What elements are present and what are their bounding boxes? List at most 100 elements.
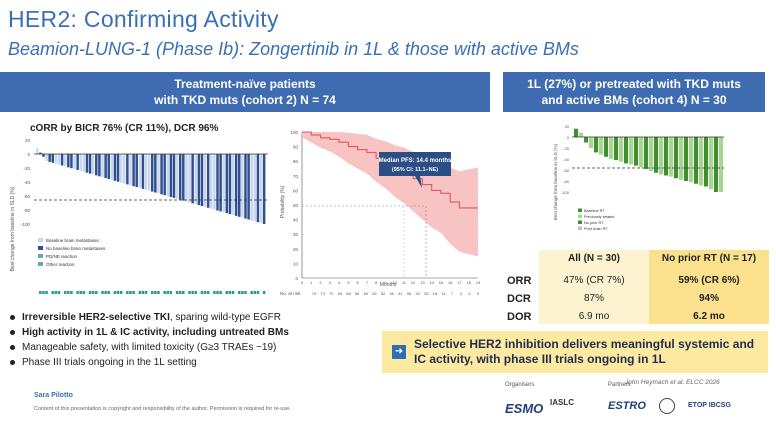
wf-left-bar [203, 154, 207, 207]
wf-left-bar [169, 154, 173, 197]
wf-left-strip-cell [95, 291, 98, 294]
km-xlabel: Months [380, 282, 397, 288]
wf-right-legend-swatch [578, 220, 582, 224]
wf-left-strip-cell [39, 291, 42, 294]
wf-left-bar [188, 154, 191, 203]
etop-logo: ETOP IBCSG [688, 402, 731, 409]
wf-left-bar [241, 154, 244, 218]
table-orr-all: 47% (CR 7%) [563, 275, 625, 286]
wf-right-bar [679, 137, 684, 180]
wf-left-strip-cell [216, 291, 219, 294]
estro-logo: ESTRO [608, 400, 646, 412]
wf-right-ytick: -20 [563, 146, 570, 151]
wf-left-bar [163, 154, 166, 196]
wf-left-bar [88, 154, 92, 174]
wf-right-bar [689, 137, 694, 183]
wf-left-bar [216, 154, 219, 211]
km-xtick: 14 [429, 280, 434, 285]
wf-left-strip-cell [45, 291, 48, 294]
table-dcr-all: 87% [583, 293, 604, 304]
wf-left-legend-swatch [38, 254, 43, 258]
wf-right-bar [649, 137, 654, 172]
wf-left-ytick: -40 [23, 180, 30, 185]
wf-left-bar [79, 154, 82, 171]
km-risk-label: No. at risk [280, 291, 301, 296]
wf-right-ytick: -100 [561, 190, 570, 195]
km-annotation-box [379, 152, 451, 176]
wf-left-bar [238, 154, 241, 217]
km-xtick: 3 [329, 280, 332, 285]
wf-left-legend-label: PD/NE reaction [46, 254, 78, 259]
wf-right-bar [664, 137, 669, 176]
wf-left-strip-cell [91, 291, 95, 294]
km-ytick: 20 [293, 247, 299, 252]
waterfall-right-chart: Best change from baseline in SLD (%) 20 0… [548, 114, 728, 248]
wf-left-strip-cell [147, 291, 151, 294]
esmo-logo: ESMO [505, 401, 544, 416]
km-risk-value: 7 [451, 291, 454, 296]
wf-left-bar [151, 154, 154, 192]
corr-summary: cORR by BICR 76% (CR 11%), DCR 96% [30, 123, 219, 134]
wf-left-strip-cell [82, 291, 86, 294]
table-header-all: All (N = 30) [568, 253, 620, 264]
wf-left-bar [213, 154, 216, 210]
wf-left-bar [147, 154, 151, 191]
wf-left-bar [191, 154, 194, 204]
wf-right-legend-swatch [578, 208, 582, 212]
km-xtick: 10 [392, 280, 397, 285]
wf-left-strip-cell [116, 291, 120, 294]
wf-right-bar [699, 137, 704, 186]
table-orr-norad: 59% (CR 6%) [678, 275, 740, 286]
km-risk-value: 30 [415, 291, 420, 296]
wf-left-strip-cell [36, 291, 39, 294]
wf-left-strip-cell [144, 291, 148, 294]
km-risk-value: 11 [441, 291, 446, 296]
wf-right-ytick: -40 [563, 157, 570, 162]
wf-left-legend-swatch [38, 246, 43, 250]
km-xtick: 7 [366, 280, 369, 285]
wf-left-bar [85, 154, 89, 173]
wf-left-bar [244, 154, 247, 219]
wf-right-legend-label: Prior brain RT [584, 227, 608, 231]
wf-left-bar [129, 154, 132, 186]
km-risk-value: 0 [477, 291, 480, 296]
organisers-label: Organisers [505, 382, 535, 388]
wf-left-bar [60, 154, 64, 166]
wf-left-bar [126, 154, 129, 185]
wf-left-strip-cell [241, 291, 244, 294]
wf-left-bar [200, 154, 204, 206]
km-ytick: 90 [293, 145, 299, 150]
wf-left-strip-cell [172, 291, 176, 294]
wf-left-strip-cell [178, 291, 182, 294]
wf-right-bar [589, 137, 594, 148]
wf-left-bar [101, 154, 104, 178]
wf-left-legend-label: Other reaction [46, 262, 75, 267]
wf-left-bar [91, 154, 95, 175]
wf-left-strip-cell [169, 291, 173, 294]
km-xtick: 4 [338, 280, 341, 285]
partner-emblem-icon [659, 398, 675, 414]
wf-left-strip-cell [101, 291, 104, 294]
km-ytick: 60 [293, 188, 299, 193]
wf-left-strip-cell [132, 291, 135, 294]
wf-left-ytick: -100 [21, 222, 31, 227]
km-annotation-line1: Median PFS: 14.4 months [379, 158, 452, 164]
bullet-item: Manageable safety, with limited toxicity… [8, 340, 289, 355]
wf-right-legend-label: Baseline RT [584, 209, 605, 213]
wf-left-strip-cell [259, 291, 263, 294]
slide-subtitle: Beamion-LUNG-1 (Phase Ib): Zongertinib i… [8, 39, 579, 59]
wf-left-strip-cell [188, 291, 191, 294]
bullet-text: Manageable safety, with limited toxicity… [22, 342, 277, 353]
wf-left-strip-cell [123, 291, 126, 294]
wf-left-bar [63, 154, 67, 167]
wf-right-bar [609, 137, 614, 159]
arrow-right-icon: ➜ [392, 345, 406, 359]
wf-left-bar [39, 152, 42, 154]
km-xtick: 11 [402, 280, 407, 285]
table-row-label-dcr: DCR [507, 293, 531, 305]
wf-left-strip-cell [98, 291, 101, 294]
citation: John Heymach et al. ELCC 2026 [625, 379, 720, 386]
wf-right-bar [594, 137, 599, 153]
wf-left-bar [107, 154, 110, 179]
